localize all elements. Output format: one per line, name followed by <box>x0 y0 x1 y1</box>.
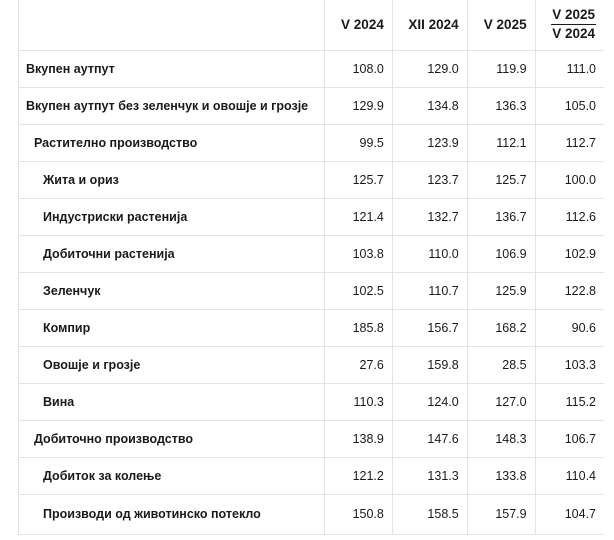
table-row: Овошје и грозје 27.6 159.8 28.5 103.3 <box>18 346 604 384</box>
cell-v-2025: 133.8 <box>466 457 536 495</box>
row-label: Компир <box>18 309 325 347</box>
cell-v-2024: 121.2 <box>323 457 393 495</box>
row-label: Индустриски растенија <box>18 198 325 236</box>
cell-ratio: 112.6 <box>534 198 604 236</box>
table-row: Вкупен аутпут без зеленчук и овошје и гр… <box>18 87 604 125</box>
row-label: Вкупен аутпут без зеленчук и овошје и гр… <box>18 87 325 125</box>
row-label: Зеленчук <box>18 272 325 310</box>
table-row: Вина 110.3 124.0 127.0 115.2 <box>18 383 604 421</box>
cell-xii-2024: 124.0 <box>391 383 468 421</box>
cell-xii-2024: 129.0 <box>391 50 468 88</box>
cell-ratio: 104.7 <box>534 494 604 535</box>
cell-ratio: 90.6 <box>534 309 604 347</box>
cell-v-2024: 121.4 <box>323 198 393 236</box>
cell-xii-2024: 159.8 <box>391 346 468 384</box>
header-ratio: V 2025 V 2024 <box>534 0 604 51</box>
cell-v-2024: 103.8 <box>323 235 393 273</box>
cell-v-2024: 129.9 <box>323 87 393 125</box>
cell-v-2025: 168.2 <box>466 309 536 347</box>
header-label-cell <box>18 0 325 51</box>
cell-ratio: 105.0 <box>534 87 604 125</box>
table-row: Добиточно производство 138.9 147.6 148.3… <box>18 420 604 458</box>
table-row: Добиточни растенија 103.8 110.0 106.9 10… <box>18 235 604 273</box>
table-row: Добиток за колење 121.2 131.3 133.8 110.… <box>18 457 604 495</box>
cell-xii-2024: 147.6 <box>391 420 468 458</box>
cell-ratio: 110.4 <box>534 457 604 495</box>
cell-ratio: 100.0 <box>534 161 604 199</box>
row-label: Жита и ориз <box>18 161 325 199</box>
cell-xii-2024: 110.7 <box>391 272 468 310</box>
cell-xii-2024: 123.7 <box>391 161 468 199</box>
table-row: Вкупен аутпут 108.0 129.0 119.9 111.0 <box>18 50 604 88</box>
cell-ratio: 103.3 <box>534 346 604 384</box>
cell-v-2024: 185.8 <box>323 309 393 347</box>
header-ratio-numerator: V 2025 <box>551 7 596 26</box>
cell-ratio: 106.7 <box>534 420 604 458</box>
cell-v-2025: 157.9 <box>466 494 536 535</box>
header-xii-2024: XII 2024 <box>391 0 468 51</box>
row-label: Производи од животинско потекло <box>18 494 325 535</box>
cell-xii-2024: 123.9 <box>391 124 468 162</box>
cell-xii-2024: 110.0 <box>391 235 468 273</box>
cell-v-2024: 102.5 <box>323 272 393 310</box>
cell-v-2024: 27.6 <box>323 346 393 384</box>
cell-v-2025: 148.3 <box>466 420 536 458</box>
table-row: Зеленчук 102.5 110.7 125.9 122.8 <box>18 272 604 310</box>
cell-v-2025: 119.9 <box>466 50 536 88</box>
header-row: V 2024 XII 2024 V 2025 V 2025 V 2024 <box>18 0 604 51</box>
cell-ratio: 112.7 <box>534 124 604 162</box>
cell-xii-2024: 131.3 <box>391 457 468 495</box>
row-label: Вкупен аутпут <box>18 50 325 88</box>
cell-xii-2024: 132.7 <box>391 198 468 236</box>
row-label: Вина <box>18 383 325 421</box>
table-row: Производи од животинско потекло 150.8 15… <box>18 494 604 535</box>
cell-ratio: 122.8 <box>534 272 604 310</box>
cell-v-2025: 125.9 <box>466 272 536 310</box>
cell-ratio: 115.2 <box>534 383 604 421</box>
cell-v-2025: 127.0 <box>466 383 536 421</box>
cell-v-2024: 99.5 <box>323 124 393 162</box>
cell-v-2025: 28.5 <box>466 346 536 384</box>
row-label: Растително производство <box>18 124 325 162</box>
cell-v-2024: 110.3 <box>323 383 393 421</box>
cell-v-2024: 125.7 <box>323 161 393 199</box>
row-label: Добиточни растенија <box>18 235 325 273</box>
cell-v-2025: 106.9 <box>466 235 536 273</box>
cell-ratio: 111.0 <box>534 50 604 88</box>
table-row: Индустриски растенија 121.4 132.7 136.7 … <box>18 198 604 236</box>
header-v-2024: V 2024 <box>323 0 393 51</box>
header-ratio-denominator: V 2024 <box>552 26 595 42</box>
cell-v-2025: 125.7 <box>466 161 536 199</box>
cell-xii-2024: 134.8 <box>391 87 468 125</box>
cell-ratio: 102.9 <box>534 235 604 273</box>
cell-xii-2024: 156.7 <box>391 309 468 347</box>
cell-xii-2024: 158.5 <box>391 494 468 535</box>
table-row: Растително производство 99.5 123.9 112.1… <box>18 124 604 162</box>
row-label: Добиток за колење <box>18 457 325 495</box>
cell-v-2025: 136.3 <box>466 87 536 125</box>
header-v-2025: V 2025 <box>466 0 536 51</box>
cell-v-2024: 108.0 <box>323 50 393 88</box>
agricultural-output-index-table: V 2024 XII 2024 V 2025 V 2025 V 2024 Вку… <box>18 0 604 535</box>
cell-v-2024: 138.9 <box>323 420 393 458</box>
header-ratio-fraction: V 2025 V 2024 <box>551 7 596 42</box>
row-label: Овошје и грозје <box>18 346 325 384</box>
cell-v-2025: 136.7 <box>466 198 536 236</box>
table-row: Жита и ориз 125.7 123.7 125.7 100.0 <box>18 161 604 199</box>
row-label: Добиточно производство <box>18 420 325 458</box>
cell-v-2025: 112.1 <box>466 124 536 162</box>
cell-v-2024: 150.8 <box>323 494 393 535</box>
table-row: Компир 185.8 156.7 168.2 90.6 <box>18 309 604 347</box>
